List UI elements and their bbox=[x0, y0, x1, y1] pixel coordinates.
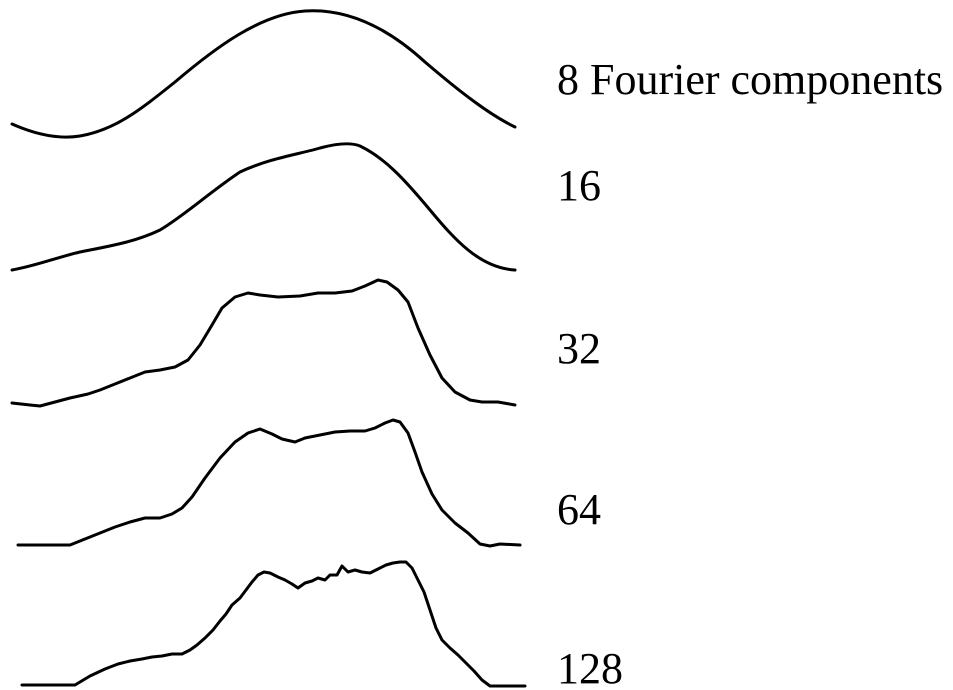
curve-16-components bbox=[10, 142, 517, 272]
curve-label-8: 8 Fourier components bbox=[557, 55, 943, 104]
curve-label-128: 128 bbox=[557, 644, 623, 690]
curve-label-64: 64 bbox=[557, 485, 601, 534]
curve-8-components bbox=[10, 9, 517, 139]
curve-label-32: 32 bbox=[557, 324, 601, 373]
curve-label-16: 16 bbox=[557, 161, 601, 210]
curve-128-components bbox=[20, 560, 527, 688]
curve-32-components bbox=[10, 278, 517, 408]
curve-64-components bbox=[16, 418, 522, 548]
